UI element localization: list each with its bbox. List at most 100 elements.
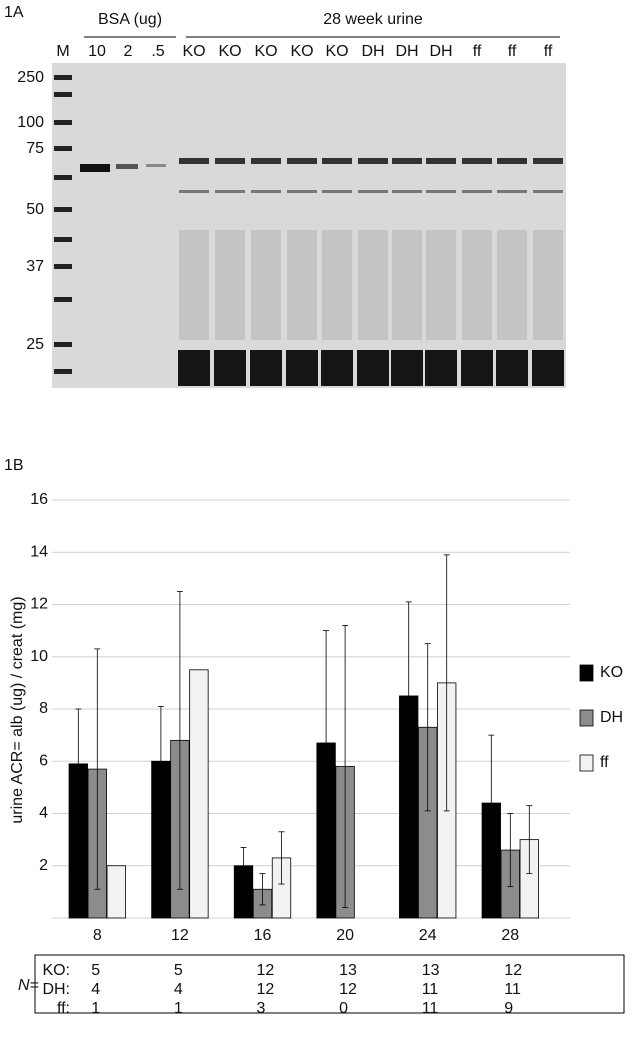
- ladder-band: [54, 175, 72, 180]
- smear: [179, 230, 209, 340]
- group-label: BSA (ug): [98, 11, 162, 28]
- lane-label: KO: [290, 43, 313, 60]
- legend-swatch: [579, 664, 594, 682]
- n-row-name: DH:: [42, 981, 70, 998]
- y-tick-label: 10: [30, 648, 48, 665]
- band: [533, 158, 563, 164]
- band: [116, 164, 138, 169]
- lane-label: 10: [88, 43, 106, 60]
- x-tick-label: 20: [336, 927, 354, 944]
- n-cell: 11: [422, 1000, 439, 1017]
- bar: [189, 669, 209, 919]
- lane-label: DH: [429, 43, 452, 60]
- n-cell: 1: [91, 1000, 100, 1017]
- y-tick-label: 4: [39, 805, 48, 822]
- n-cell: 4: [174, 981, 183, 998]
- band: [392, 190, 422, 193]
- n-cell: 3: [257, 1000, 266, 1017]
- legend-swatch: [579, 754, 594, 772]
- lane-label: 2: [124, 43, 133, 60]
- band: [496, 350, 528, 386]
- smear: [533, 230, 563, 340]
- n-cell: 1: [174, 1000, 183, 1017]
- band: [391, 350, 423, 386]
- legend-label: DH: [600, 709, 623, 726]
- panel-label: 1A: [4, 4, 24, 21]
- ladder-band: [54, 264, 72, 269]
- band: [250, 350, 282, 386]
- legend-label: KO: [600, 664, 623, 681]
- y-tick-label: 16: [30, 491, 48, 508]
- smear: [358, 230, 388, 340]
- n-table-box: [34, 954, 625, 1014]
- n-table-label: N=: [18, 977, 39, 994]
- ladder-band: [54, 237, 72, 242]
- y-axis-label: urine ACR= alb (ug) / creat (mg): [9, 596, 26, 823]
- y-tick-label: 12: [30, 596, 48, 613]
- n-cell: 9: [504, 1000, 513, 1017]
- n-cell: 11: [504, 981, 521, 998]
- lane-label: ff: [544, 43, 553, 60]
- ladder-band: [54, 342, 72, 347]
- band: [321, 350, 353, 386]
- band: [178, 350, 210, 386]
- n-cell: 5: [91, 962, 100, 979]
- band: [322, 190, 352, 193]
- marker-label: 50: [26, 201, 44, 218]
- y-tick-label: 2: [39, 857, 48, 874]
- bar: [106, 865, 126, 919]
- legend-swatch: [579, 709, 594, 727]
- band: [462, 190, 492, 193]
- band: [357, 350, 389, 386]
- ladder-band: [54, 120, 72, 125]
- legend-label: ff: [600, 754, 609, 771]
- x-tick-label: 16: [254, 927, 272, 944]
- ladder-band: [54, 207, 72, 212]
- band: [425, 350, 457, 386]
- smear: [322, 230, 352, 340]
- lane-label: DH: [361, 43, 384, 60]
- band: [426, 190, 456, 193]
- band: [214, 350, 246, 386]
- band: [251, 190, 281, 193]
- band: [533, 190, 563, 193]
- band: [426, 158, 456, 164]
- n-cell: 12: [504, 962, 522, 979]
- ladder-band: [54, 75, 72, 80]
- x-tick-label: 28: [501, 927, 519, 944]
- marker-label: 75: [26, 140, 44, 157]
- lane-label: ff: [473, 43, 482, 60]
- smear: [251, 230, 281, 340]
- n-cell: 11: [422, 981, 439, 998]
- n-row-name: KO:: [42, 962, 70, 979]
- ladder-band: [54, 146, 72, 151]
- band: [146, 164, 166, 167]
- x-tick-label: 24: [419, 927, 437, 944]
- lane-label: KO: [218, 43, 241, 60]
- band: [358, 190, 388, 193]
- lane-label: DH: [395, 43, 418, 60]
- band: [179, 190, 209, 193]
- band: [286, 350, 318, 386]
- marker-label: 250: [17, 69, 44, 86]
- band: [322, 158, 352, 164]
- smear: [392, 230, 422, 340]
- marker-label: 37: [26, 258, 44, 275]
- ladder-band: [54, 92, 72, 97]
- n-cell: 13: [422, 962, 440, 979]
- lane-label: .5: [151, 43, 164, 60]
- y-tick-label: 8: [39, 700, 48, 717]
- n-cell: 5: [174, 962, 183, 979]
- n-cell: 13: [339, 962, 357, 979]
- band: [462, 158, 492, 164]
- band: [179, 158, 209, 164]
- marker-label: 25: [26, 336, 44, 353]
- smear: [497, 230, 527, 340]
- band: [497, 190, 527, 193]
- n-cell: 12: [257, 962, 275, 979]
- band: [461, 350, 493, 386]
- ladder-band: [54, 369, 72, 374]
- x-tick-label: 8: [93, 927, 102, 944]
- x-tick-label: 12: [171, 927, 189, 944]
